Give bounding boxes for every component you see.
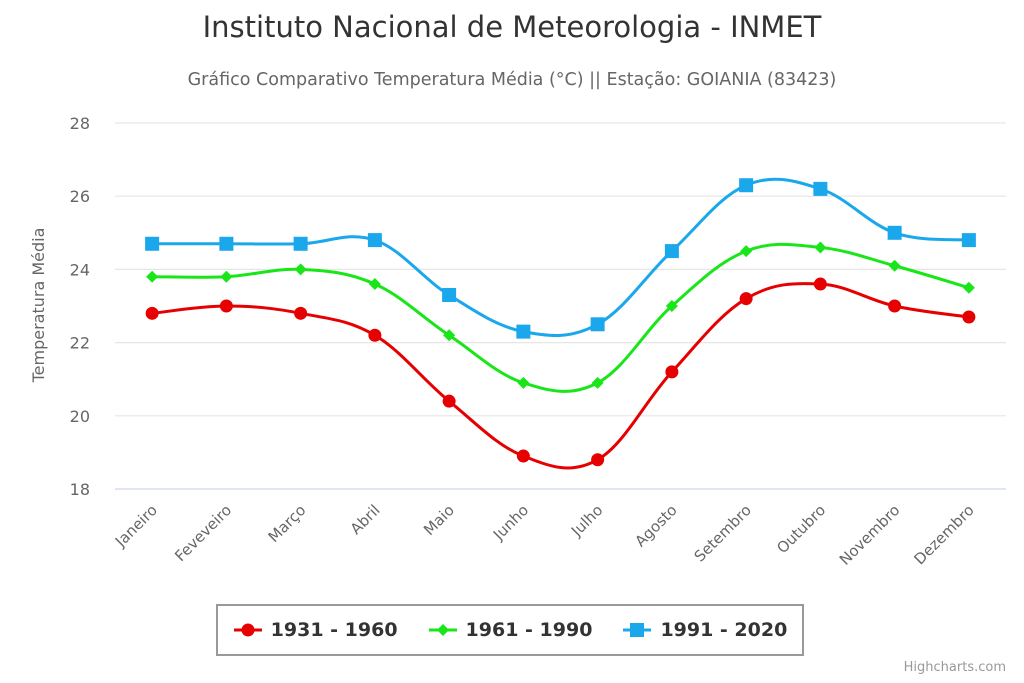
x-tick-label: Dezembro bbox=[911, 501, 978, 568]
y-tick-label: 18 bbox=[70, 480, 90, 499]
data-point[interactable] bbox=[145, 236, 160, 251]
data-point[interactable] bbox=[962, 281, 975, 294]
y-axis-ticks: 18 20 22 24 26 28 bbox=[70, 114, 90, 499]
y-tick-label: 22 bbox=[70, 334, 90, 353]
data-point[interactable] bbox=[740, 245, 753, 258]
data-point[interactable] bbox=[294, 263, 307, 276]
x-tick-label: Julho bbox=[567, 501, 606, 540]
x-tick-label: Março bbox=[265, 501, 310, 546]
y-tick-label: 20 bbox=[70, 407, 90, 426]
data-point[interactable] bbox=[590, 317, 605, 332]
square-marker-icon bbox=[623, 623, 652, 637]
series-line bbox=[152, 242, 970, 393]
data-point[interactable] bbox=[591, 453, 605, 467]
data-point[interactable] bbox=[664, 244, 679, 259]
data-point[interactable] bbox=[293, 236, 308, 251]
data-point[interactable] bbox=[813, 277, 827, 291]
legend-item[interactable]: 1961 - 1990 bbox=[428, 619, 593, 641]
data-point[interactable] bbox=[517, 376, 530, 389]
legend-item[interactable]: 1991 - 2020 bbox=[622, 619, 787, 641]
x-tick-label: Novembro bbox=[836, 501, 904, 569]
chart-title: Instituto Nacional de Meteorologia - INM… bbox=[202, 10, 822, 44]
data-point[interactable] bbox=[443, 329, 456, 342]
x-tick-label: Feveveiro bbox=[171, 501, 235, 565]
x-tick-label: Junho bbox=[489, 501, 532, 544]
x-tick-label: Janeiro bbox=[111, 501, 161, 551]
data-point[interactable] bbox=[739, 292, 753, 306]
x-tick-label: Abril bbox=[347, 501, 384, 538]
data-point[interactable] bbox=[962, 310, 976, 324]
x-tick-label: Maio bbox=[420, 501, 458, 539]
y-tick-label: 26 bbox=[70, 187, 90, 206]
data-point[interactable] bbox=[442, 394, 456, 408]
legend-label: 1961 - 1990 bbox=[465, 619, 593, 641]
series-group bbox=[145, 177, 976, 470]
data-point[interactable] bbox=[739, 178, 754, 193]
diamond-marker-icon bbox=[428, 624, 457, 636]
series-line bbox=[151, 282, 970, 470]
chart-canvas: 18 20 22 24 26 28 Temperatura Média Janeiro Fe… bbox=[29, 114, 1006, 569]
data-point[interactable] bbox=[219, 299, 233, 313]
x-tick-label: Agosto bbox=[631, 501, 680, 550]
data-point[interactable] bbox=[516, 449, 530, 463]
y-tick-label: 24 bbox=[70, 260, 90, 279]
chart-subtitle: Gráfico Comparativo Temperatura Média (°… bbox=[187, 70, 837, 90]
data-point[interactable] bbox=[887, 225, 902, 240]
x-axis-ticks: Janeiro Feveveiro Março Abril Maio Junho Julho… bbox=[111, 501, 978, 569]
series-line bbox=[152, 177, 970, 338]
data-point[interactable] bbox=[814, 241, 827, 254]
data-point[interactable] bbox=[146, 270, 159, 283]
data-point[interactable] bbox=[442, 288, 457, 303]
legend-marker[interactable] bbox=[436, 624, 449, 636]
highcharts-credits[interactable]: Highcharts.com bbox=[903, 660, 1006, 675]
data-point[interactable] bbox=[516, 324, 531, 339]
legend-label: 1991 - 2020 bbox=[660, 619, 788, 641]
x-tick-label: Outubro bbox=[773, 501, 829, 557]
y-tick-label: 28 bbox=[70, 114, 90, 133]
data-point[interactable] bbox=[294, 306, 308, 320]
legend-marker[interactable] bbox=[241, 623, 255, 637]
data-point[interactable] bbox=[220, 270, 233, 283]
legend-marker[interactable] bbox=[630, 623, 645, 637]
legend: 1931 - 1960 1961 - 1990 1991 - 2020 bbox=[216, 604, 804, 656]
data-point[interactable] bbox=[888, 299, 902, 313]
gridlines bbox=[115, 122, 1006, 490]
data-point[interactable] bbox=[367, 233, 382, 248]
series-1931-1960 bbox=[145, 277, 976, 470]
data-point[interactable] bbox=[368, 328, 382, 342]
data-point[interactable] bbox=[665, 300, 678, 312]
x-tick-label: Setembro bbox=[691, 501, 755, 565]
legend-item[interactable]: 1931 - 1960 bbox=[233, 619, 398, 641]
data-point[interactable] bbox=[888, 259, 901, 272]
data-point[interactable] bbox=[368, 278, 381, 291]
data-point[interactable] bbox=[961, 233, 976, 248]
circle-marker-icon bbox=[233, 623, 262, 637]
legend-label: 1931 - 1960 bbox=[270, 619, 398, 641]
data-point[interactable] bbox=[591, 376, 604, 389]
series-1991-2020 bbox=[145, 177, 976, 339]
data-point[interactable] bbox=[813, 181, 828, 196]
y-axis-label: Temperatura Média bbox=[29, 228, 48, 384]
data-point[interactable] bbox=[219, 236, 234, 251]
data-point[interactable] bbox=[145, 306, 159, 320]
series-1961-1990 bbox=[146, 241, 975, 393]
data-point[interactable] bbox=[665, 365, 679, 379]
